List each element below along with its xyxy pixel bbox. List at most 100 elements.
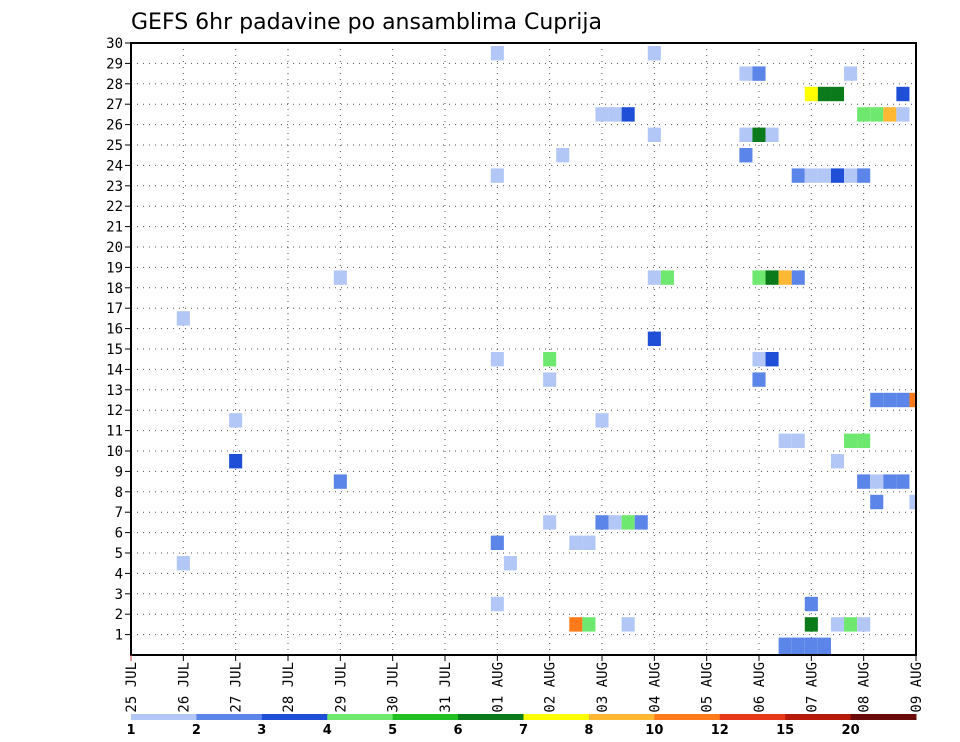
heatmap-cell — [543, 352, 557, 367]
y-tick-label: 13 — [106, 383, 123, 399]
x-tick-label: 29 JUL — [333, 662, 349, 713]
x-tick-label: 27 JUL — [229, 662, 245, 713]
heatmap-cell — [595, 413, 609, 428]
heatmap-cell — [883, 107, 897, 122]
heatmap-cell — [857, 107, 871, 122]
x-tick-label: 04 AUG — [647, 662, 663, 713]
y-tick-label: 16 — [106, 322, 123, 338]
heatmap-cell — [595, 515, 609, 530]
y-tick-label: 23 — [106, 179, 123, 195]
heatmap-cell — [791, 270, 805, 285]
heatmap-cell — [857, 168, 871, 183]
y-tick-label: 17 — [106, 301, 123, 317]
y-tick-label: 2 — [115, 607, 123, 623]
heatmap-cell — [791, 433, 805, 448]
heatmap-cell — [870, 107, 884, 122]
y-tick-label: 28 — [106, 77, 123, 93]
heatmap-cell — [595, 107, 609, 122]
colorbar-label: 5 — [388, 723, 397, 738]
colorbar-swatch — [654, 714, 721, 720]
heatmap-cell — [490, 168, 504, 183]
colorbar-label: 3 — [257, 723, 266, 738]
colorbar-label: 12 — [711, 723, 729, 738]
heatmap-cell — [634, 515, 648, 530]
heatmap-cell — [896, 107, 910, 122]
heatmap-cell — [857, 617, 871, 632]
heatmap-cell — [582, 617, 596, 632]
heatmap-cell — [791, 637, 805, 655]
y-tick-label: 1 — [115, 628, 123, 644]
heatmap-cell — [333, 474, 347, 489]
heatmap-cell — [817, 86, 831, 102]
heatmap-cell — [647, 127, 661, 142]
heatmap-cell — [739, 148, 753, 163]
x-axis: 25 JUL 26 JUL 27 JUL 28 JUL 29 JUL 30 JUL 31 J… — [124, 655, 925, 713]
heatmap-cell — [844, 168, 858, 183]
colorbar-swatch — [719, 714, 786, 720]
plot-frame — [130, 42, 917, 656]
heatmap-cell — [844, 66, 858, 81]
heatmap-cell — [778, 637, 792, 655]
heatmap-cell — [791, 168, 805, 183]
colorbar-swatch — [327, 714, 394, 720]
y-tick-label: 4 — [115, 566, 123, 582]
y-tick-label: 5 — [115, 546, 123, 562]
y-tick-label: 19 — [106, 260, 123, 276]
heatmap-cell — [582, 535, 596, 550]
heatmap-cell — [870, 494, 884, 510]
x-tick-label: 03 AUG — [595, 662, 611, 713]
x-tick-label: 26 JUL — [176, 662, 192, 713]
x-tick-label: 01 AUG — [490, 662, 506, 713]
heatmap-cell — [752, 127, 766, 142]
heatmap-cell — [739, 127, 753, 142]
x-tick-label: 07 AUG — [804, 662, 820, 713]
y-tick-label: 15 — [106, 342, 123, 358]
x-tick-label: 30 JUL — [386, 662, 402, 713]
heatmap-cell — [804, 617, 818, 632]
heatmap-cell — [830, 168, 845, 183]
heatmap-cell — [569, 617, 583, 632]
y-tick-label: 27 — [106, 97, 123, 113]
heatmap-cell — [752, 270, 766, 285]
x-tick-label: 08 AUG — [857, 662, 873, 713]
heatmap-cell — [804, 86, 818, 102]
heatmap-cell — [909, 494, 916, 510]
y-axis: 1234567891011121314151617181920212223242… — [106, 36, 131, 644]
heatmap-cell — [503, 556, 517, 571]
heatmap-cell — [752, 66, 766, 81]
x-tick-label: 06 AUG — [752, 662, 768, 713]
heatmap-cell — [739, 66, 753, 81]
colorbar-swatch — [261, 714, 328, 720]
colorbar-label: 10 — [645, 723, 663, 738]
colorbar: 1 2 3 4 5 6 7 8 10 12 15 20 — [126, 714, 917, 738]
heatmap-cell — [608, 515, 622, 530]
heatmap-cell — [543, 372, 557, 387]
y-tick-label: 12 — [106, 403, 123, 419]
heatmap-cell — [490, 46, 504, 61]
y-tick-label: 22 — [106, 199, 123, 215]
heatmap-cell — [660, 270, 674, 285]
heatmap-cell — [333, 270, 347, 285]
heatmap-cell — [909, 392, 916, 408]
colorbar-label: 15 — [776, 723, 794, 738]
y-tick-label: 29 — [106, 56, 123, 72]
y-tick-label: 26 — [106, 118, 123, 134]
heatmap-cell — [569, 535, 583, 550]
x-tick-label: 25 JUL — [124, 662, 140, 713]
heatmap-cell — [830, 454, 845, 469]
y-tick-label: 11 — [106, 424, 123, 440]
x-tick-label: 09 AUG — [909, 662, 925, 713]
heatmap-cell — [647, 331, 661, 346]
colorbar-swatch — [588, 714, 655, 720]
y-tick-label: 24 — [106, 158, 123, 174]
y-tick-label: 30 — [106, 36, 123, 52]
heatmap-cell — [896, 474, 910, 489]
colorbar-label: 20 — [842, 723, 860, 738]
colorbar-label: 6 — [454, 723, 463, 738]
colorbar-swatch — [392, 714, 459, 720]
heatmap-cell — [176, 556, 190, 571]
y-tick-label: 3 — [115, 587, 123, 603]
y-tick-label: 21 — [106, 220, 123, 236]
y-tick-label: 18 — [106, 281, 123, 297]
